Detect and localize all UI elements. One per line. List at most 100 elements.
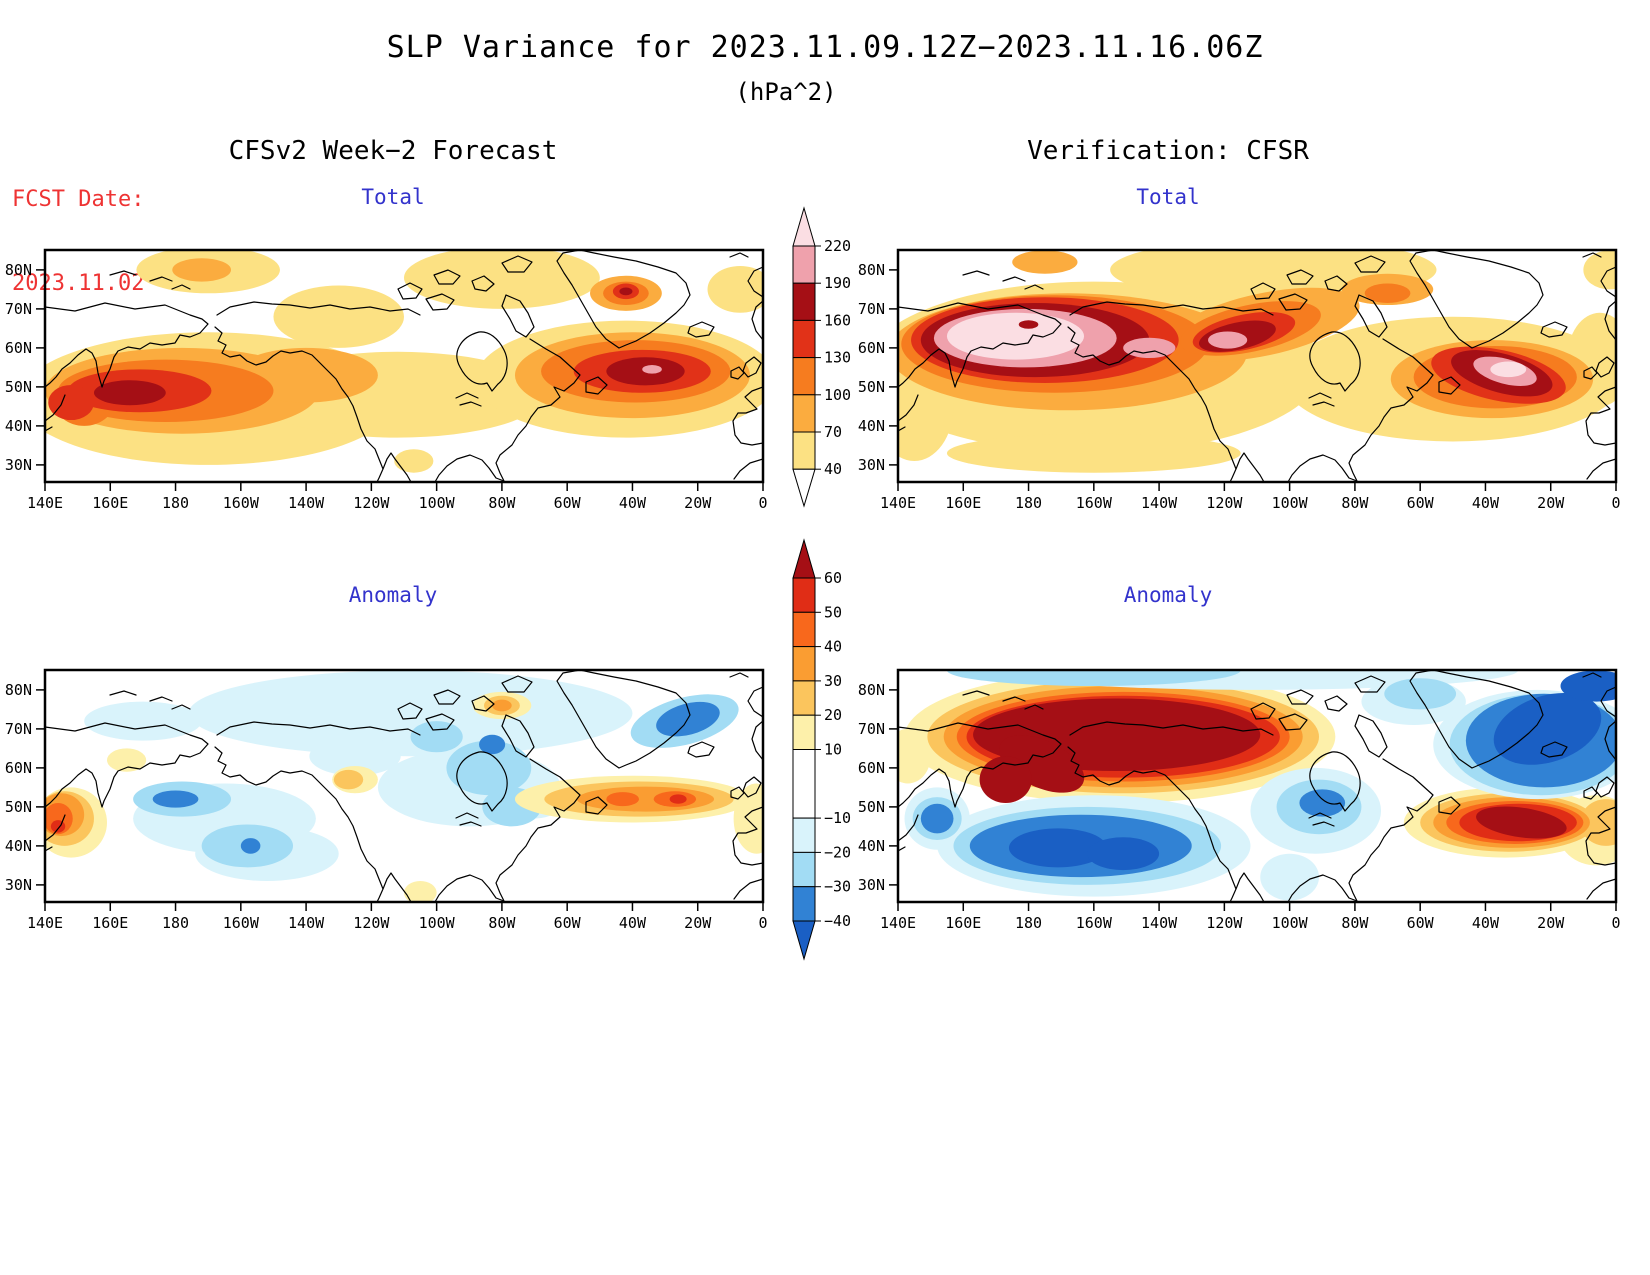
colorbar-tick-label: 100 [824, 386, 851, 404]
contour-region-t5 [93, 380, 166, 406]
forecast-column-header: CFSv2 Week−2 Forecast [228, 136, 558, 166]
lat-tick-label: 70N [858, 720, 885, 738]
lat-tick-label: 60N [858, 339, 885, 357]
colorbar-taper [792, 468, 816, 508]
lon-tick-label: 60W [1407, 494, 1435, 512]
lat-tick-label: 80N [5, 261, 32, 279]
colorbar-taper [792, 206, 816, 247]
panel-label-forecast-anomaly: Anomaly [348, 583, 438, 607]
lon-tick-label: 120W [1206, 914, 1243, 932]
lat-tick-label: 70N [858, 300, 885, 318]
panel-label-verification-anomaly: Anomaly [1123, 583, 1213, 607]
lat-tick-label: 80N [858, 681, 885, 699]
lon-tick-label: 0 [1611, 914, 1620, 932]
contour-region-n2 [446, 740, 532, 796]
lat-tick-label: 50N [5, 378, 32, 396]
contour-region-n3 [479, 734, 506, 755]
lon-tick-label: 80W [1341, 494, 1369, 512]
contour-region-t1 [394, 449, 434, 473]
lat-tick-label: 60N [5, 759, 32, 777]
map-frame [43, 668, 765, 904]
lat-tick-label: 50N [858, 798, 885, 816]
lon-tick-label: 120W [353, 914, 390, 932]
lon-tick-label: 60W [554, 914, 582, 932]
colorbar-band [792, 319, 816, 359]
lon-tick-label: 180 [162, 914, 189, 932]
colorbar-tick-label: 40 [824, 638, 842, 656]
lon-tick-label: 160E [945, 494, 981, 512]
contour-region-t2 [1012, 250, 1078, 274]
lat-tick-label: 40N [5, 417, 32, 435]
colorbar-taper [792, 920, 816, 961]
lon-tick-label: 140E [880, 494, 916, 512]
colorbar-total: 220 190 160 130 100 70 40 [792, 206, 851, 508]
contour-region-t1 [273, 285, 404, 348]
lon-tick-label: 140E [27, 914, 63, 932]
colorbar-tick-label: 10 [824, 741, 842, 759]
contour-region-p6 [1476, 806, 1567, 839]
contour-region-t1 [1583, 250, 1616, 290]
contour-region-p3 [492, 699, 512, 712]
lon-tick-label: 100W [419, 914, 456, 932]
colorbar-band [792, 749, 816, 819]
lon-tick-label: 0 [758, 914, 767, 932]
contour-region-t6 [1208, 331, 1248, 349]
contour-region-p2 [333, 769, 364, 790]
lon-tick-label: 180 [1015, 914, 1042, 932]
contour-region-p5 [669, 794, 687, 804]
lon-tick-label: 40W [1472, 914, 1500, 932]
lon-tick-label: 60W [1407, 914, 1435, 932]
lon-tick-label: 40W [1472, 494, 1500, 512]
contour-region-t5 [1018, 320, 1039, 329]
lon-tick-label: 0 [1611, 494, 1620, 512]
colorbar-band [792, 646, 816, 682]
forecast-date-block: FCST Date: 2023.11.02 [12, 130, 144, 354]
lon-tick-label: 0 [758, 494, 767, 512]
lat-tick-label: 60N [858, 759, 885, 777]
contour-region-n1 [84, 701, 202, 741]
lat-tick-label: 40N [5, 837, 32, 855]
colorbar-band [792, 357, 816, 396]
lat-tick-label: 50N [5, 798, 32, 816]
contour-region-t5 [619, 287, 633, 296]
map-frame [43, 248, 765, 484]
verification-column-header: Verification: CFSR [1027, 136, 1309, 166]
colorbar-tick-label: 160 [824, 311, 851, 329]
lon-tick-label: 140E [880, 914, 916, 932]
contour-field [45, 250, 763, 473]
contour-region-t1 [946, 433, 1241, 473]
colorbar-band [792, 282, 816, 321]
contour-region-t6 [1123, 337, 1176, 359]
lat-tick-label: 70N [5, 720, 32, 738]
colorbar-band [792, 577, 816, 613]
colorbar-band [792, 817, 816, 853]
lat-tick-label: 60N [5, 339, 32, 357]
colorbar-band [792, 431, 816, 470]
contour-region-n4 [1008, 828, 1107, 868]
lat-tick-label: 30N [858, 456, 885, 474]
contour-region-t7 [1490, 361, 1527, 378]
forecast-date-value: 2023.11.02 [12, 271, 145, 296]
colorbar-band [792, 245, 816, 284]
lon-tick-label: 60W [554, 494, 582, 512]
contour-region-n3 [240, 838, 261, 854]
colorbar-tick-label: 40 [824, 460, 842, 478]
lon-tick-label: 140W [288, 914, 325, 932]
contour-region-n3 [1299, 789, 1346, 817]
panel-label-verification-total: Total [1136, 185, 1200, 209]
contour-region-n4 [1493, 693, 1602, 765]
lat-tick-label: 80N [5, 681, 32, 699]
colorbar-anomaly: 60 50 40 30 20 10 −10 −20 −30 −40 [792, 538, 851, 961]
map-verification-anomaly: 80N 70N 60N 50N 40N 30N 140E 160E 180 160W 140W 120… [858, 668, 1621, 932]
colorbar-tick-label: −30 [824, 878, 851, 896]
colorbar-tick-label: −10 [824, 809, 851, 827]
contour-region-n3 [920, 803, 954, 834]
contour-region-n1 [309, 736, 401, 776]
contour-region-n4 [1087, 837, 1160, 871]
lon-tick-label: 100W [1272, 494, 1309, 512]
plot-units-subtitle: (hPa^2) [735, 78, 837, 106]
contour-region-p6 [979, 756, 1032, 803]
colorbar-band [792, 714, 816, 750]
lat-tick-label: 40N [858, 417, 885, 435]
lon-tick-label: 120W [1206, 494, 1243, 512]
